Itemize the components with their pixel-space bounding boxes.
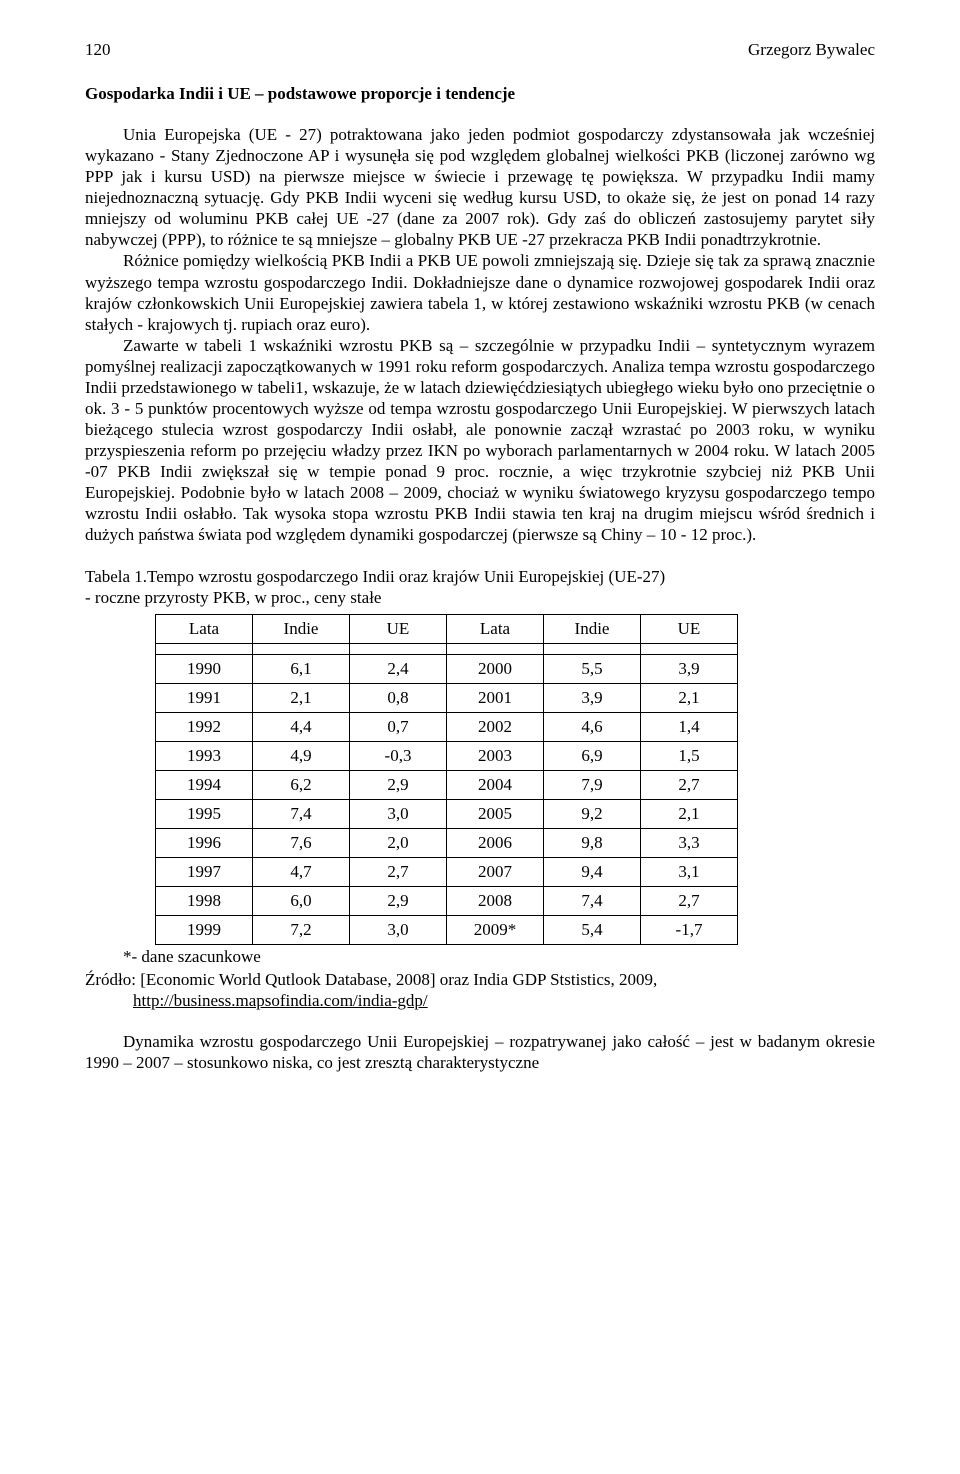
table-row: 1997 4,7 2,7 2007 9,4 3,1	[156, 857, 738, 886]
table-header-cell: Lata	[447, 614, 544, 643]
table-row: 1996 7,6 2,0 2006 9,8 3,3	[156, 828, 738, 857]
table-cell: 2,7	[641, 770, 738, 799]
table-cell: 4,9	[253, 741, 350, 770]
table-cell: 2009*	[447, 915, 544, 944]
table-cell: 3,9	[544, 683, 641, 712]
table-cell: 0,8	[350, 683, 447, 712]
table-cell: 1990	[156, 654, 253, 683]
table-cell: 2003	[447, 741, 544, 770]
paragraph-4: Dynamika wzrostu gospodarczego Unii Euro…	[85, 1031, 875, 1073]
table-spacer-row	[156, 643, 738, 654]
table-row: 1999 7,2 3,0 2009* 5,4 -1,7	[156, 915, 738, 944]
table-cell: 2008	[447, 886, 544, 915]
document-page: 120 Grzegorz Bywalec Gospodarka Indii i …	[0, 0, 960, 1113]
table-cell: 5,4	[544, 915, 641, 944]
table-cell: 2,7	[641, 886, 738, 915]
table-cell: 9,4	[544, 857, 641, 886]
table-cell: 2,4	[350, 654, 447, 683]
table-cell: 2,9	[350, 886, 447, 915]
table-cell: 2,1	[253, 683, 350, 712]
table-row: 1993 4,9 -0,3 2003 6,9 1,5	[156, 741, 738, 770]
table-cell: 6,1	[253, 654, 350, 683]
table-row: 1990 6,1 2,4 2000 5,5 3,9	[156, 654, 738, 683]
paragraph-1: Unia Europejska (UE - 27) potraktowana j…	[85, 124, 875, 250]
table-cell: 2,7	[350, 857, 447, 886]
table-row: 1991 2,1 0,8 2001 3,9 2,1	[156, 683, 738, 712]
table-cell: 7,6	[253, 828, 350, 857]
table-cell: 4,7	[253, 857, 350, 886]
table-caption-line1: Tabela 1.Tempo wzrostu gospodarczego Ind…	[85, 567, 665, 586]
table-cell: 1994	[156, 770, 253, 799]
table-cell: 1998	[156, 886, 253, 915]
table-cell: 2,9	[350, 770, 447, 799]
table-cell: 1991	[156, 683, 253, 712]
section-title: Gospodarka Indii i UE – podstawowe propo…	[85, 84, 875, 104]
table-cell: 2006	[447, 828, 544, 857]
gdp-growth-table: Lata Indie UE Lata Indie UE 1990 6,1 2,4…	[155, 614, 738, 945]
table-cell: 7,4	[253, 799, 350, 828]
table-row: 1998 6,0 2,9 2008 7,4 2,7	[156, 886, 738, 915]
table-cell: 2,0	[350, 828, 447, 857]
table-cell: 2,1	[641, 683, 738, 712]
paragraph-2: Różnice pomiędzy wielkością PKB Indii a …	[85, 250, 875, 334]
table-cell: 1,4	[641, 712, 738, 741]
table-cell: 2007	[447, 857, 544, 886]
table-cell: -0,3	[350, 741, 447, 770]
table-cell: 0,7	[350, 712, 447, 741]
table-cell: 7,9	[544, 770, 641, 799]
table-cell: 9,2	[544, 799, 641, 828]
table-cell: 7,4	[544, 886, 641, 915]
table-cell: 6,9	[544, 741, 641, 770]
table-header-cell: UE	[350, 614, 447, 643]
table-cell: 1999	[156, 915, 253, 944]
table-row: 1994 6,2 2,9 2004 7,9 2,7	[156, 770, 738, 799]
paragraph-3: Zawarte w tabeli 1 wskaźniki wzrostu PKB…	[85, 335, 875, 546]
table-cell: 4,6	[544, 712, 641, 741]
table-header-cell: Lata	[156, 614, 253, 643]
table-cell: -1,7	[641, 915, 738, 944]
table-cell: 2000	[447, 654, 544, 683]
table-cell: 3,3	[641, 828, 738, 857]
table-cell: 5,5	[544, 654, 641, 683]
table-header-cell: UE	[641, 614, 738, 643]
table-header-cell: Indie	[253, 614, 350, 643]
table-cell: 3,0	[350, 915, 447, 944]
source-url: http://business.mapsofindia.com/india-gd…	[133, 990, 428, 1011]
table-cell: 2001	[447, 683, 544, 712]
final-paragraph-block: Dynamika wzrostu gospodarczego Unii Euro…	[85, 1031, 875, 1073]
table-cell: 2002	[447, 712, 544, 741]
table-cell: 9,8	[544, 828, 641, 857]
table-cell: 2,1	[641, 799, 738, 828]
table-source: Źródło: [Economic World Qutlook Database…	[85, 969, 875, 1011]
table-cell: 1,5	[641, 741, 738, 770]
page-header: 120 Grzegorz Bywalec	[85, 40, 875, 60]
table-row: 1992 4,4 0,7 2002 4,6 1,4	[156, 712, 738, 741]
table-caption: Tabela 1.Tempo wzrostu gospodarczego Ind…	[85, 566, 875, 608]
table-cell: 1996	[156, 828, 253, 857]
table-header-row: Lata Indie UE Lata Indie UE	[156, 614, 738, 643]
table-row: 1995 7,4 3,0 2005 9,2 2,1	[156, 799, 738, 828]
page-number: 120	[85, 40, 111, 60]
table-cell: 2005	[447, 799, 544, 828]
table-cell: 4,4	[253, 712, 350, 741]
table-cell: 1995	[156, 799, 253, 828]
table-cell: 6,2	[253, 770, 350, 799]
source-label: Źródło: [Economic World Qutlook Database…	[85, 970, 657, 989]
table-cell: 2004	[447, 770, 544, 799]
table-cell: 1993	[156, 741, 253, 770]
table-cell: 3,0	[350, 799, 447, 828]
body-text-block: Unia Europejska (UE - 27) potraktowana j…	[85, 124, 875, 546]
table-cell: 1992	[156, 712, 253, 741]
table-cell: 3,1	[641, 857, 738, 886]
table-caption-line2: - roczne przyrosty PKB, w proc., ceny st…	[85, 588, 381, 607]
table-footnote: *- dane szacunkowe	[123, 947, 875, 967]
table-header-cell: Indie	[544, 614, 641, 643]
table-cell: 3,9	[641, 654, 738, 683]
author-name: Grzegorz Bywalec	[748, 40, 875, 60]
table-cell: 1997	[156, 857, 253, 886]
table-cell: 6,0	[253, 886, 350, 915]
table-cell: 7,2	[253, 915, 350, 944]
